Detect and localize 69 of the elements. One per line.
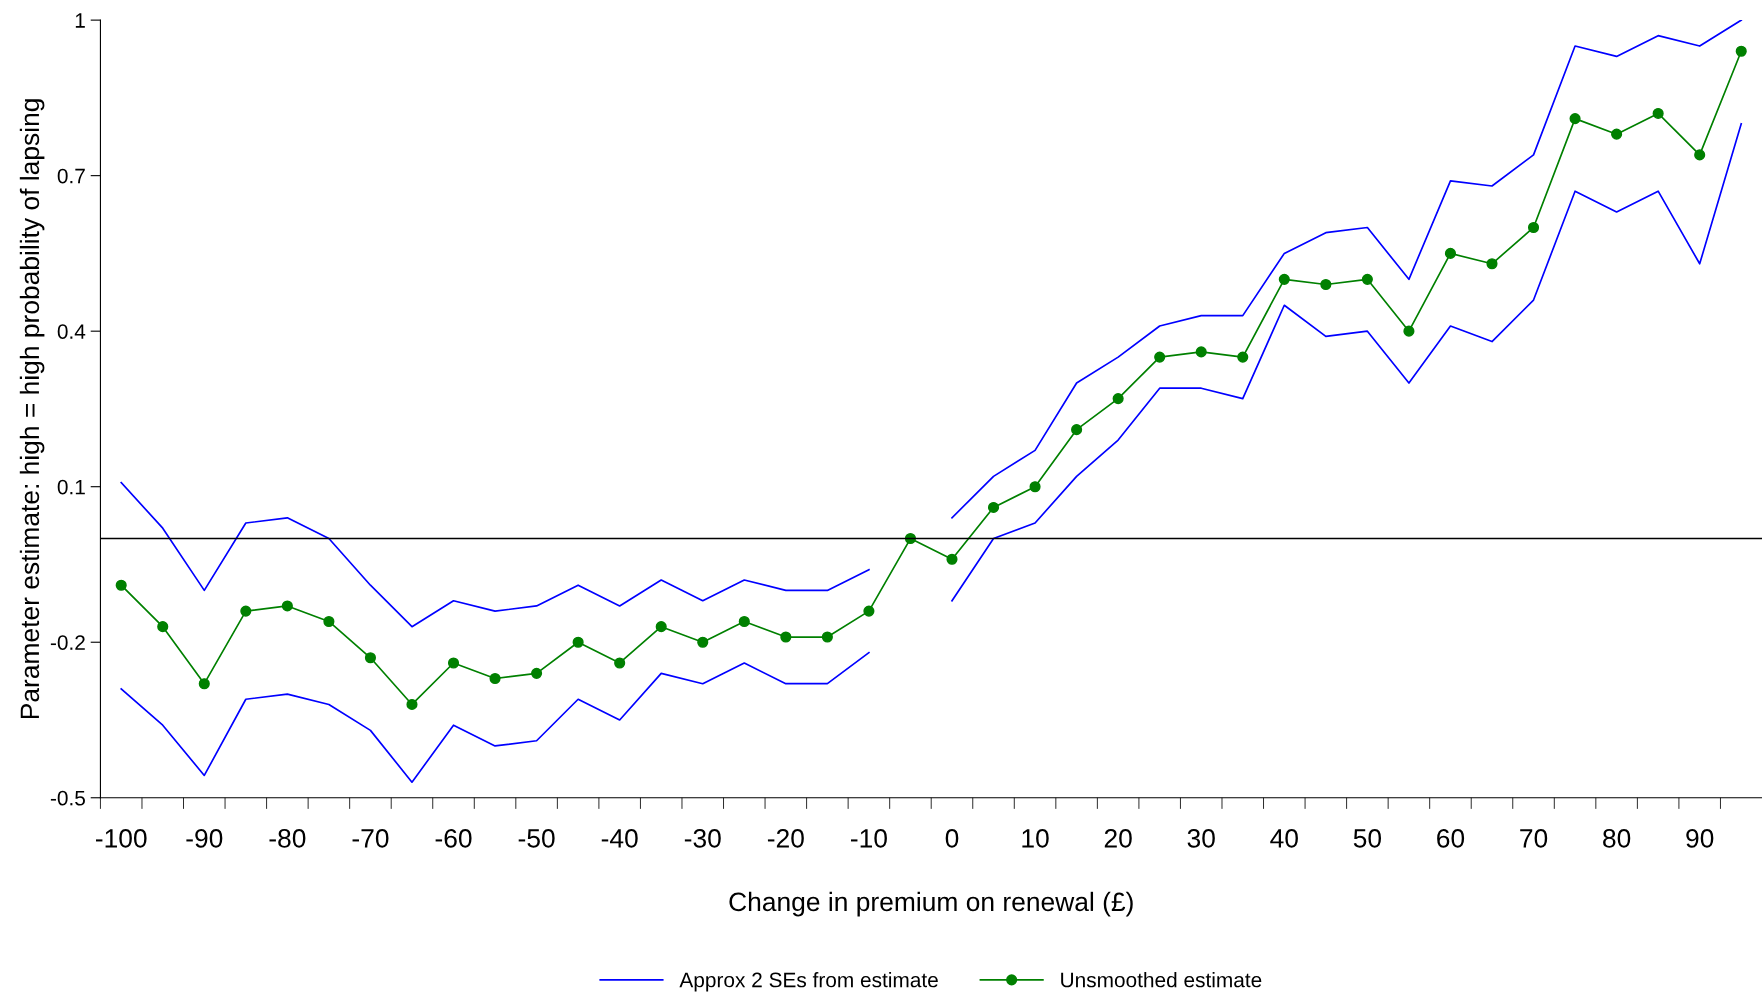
point: [1569, 113, 1581, 125]
point: [1071, 424, 1083, 436]
point: [1611, 128, 1623, 140]
x-tick-label: 70: [1520, 829, 1548, 848]
point: [738, 615, 750, 628]
point: [780, 631, 792, 643]
y-tick-label: -0.5: [50, 790, 85, 806]
y-tick-label: -0.2: [50, 635, 85, 650]
point: [364, 652, 376, 664]
x-tick-label: -30: [684, 829, 721, 848]
point: [1278, 273, 1290, 285]
point: [489, 672, 501, 685]
point: [614, 657, 626, 669]
point: [946, 553, 958, 565]
point: [1237, 351, 1249, 363]
point: [821, 631, 833, 643]
point: [1195, 346, 1207, 358]
y-tick-label: 1: [75, 13, 85, 28]
point: [1652, 107, 1664, 119]
x-tick-label: -10: [851, 829, 887, 848]
point: [1112, 393, 1124, 405]
point: [655, 621, 667, 633]
legend-label: Approx 2 SEs from estimate: [679, 972, 938, 992]
x-tick-label: -70: [352, 829, 389, 848]
x-tick-label: 50: [1353, 829, 1382, 848]
point: [157, 621, 169, 633]
x-tick-label: -80: [269, 829, 306, 848]
legend-label: Unsmoothed estimate: [1061, 972, 1262, 988]
x-tick-label: 10: [1022, 829, 1049, 848]
x-tick-label: 80: [1603, 829, 1631, 848]
point: [572, 636, 584, 648]
x-tick-label: -60: [435, 829, 472, 848]
point: [1154, 351, 1166, 363]
point: [1486, 258, 1498, 270]
point: [198, 678, 210, 690]
point: [1361, 273, 1373, 285]
x-tick-label: 30: [1187, 829, 1215, 848]
point: [1735, 45, 1747, 57]
x-tick-label: -40: [601, 829, 638, 848]
point: [281, 600, 293, 612]
point: [1444, 247, 1457, 259]
y-tick-label: 0.7: [57, 168, 85, 184]
point: [1527, 221, 1540, 234]
y-tick-label: 0.4: [57, 324, 86, 339]
point: [323, 615, 335, 628]
x-tick-label: 20: [1104, 829, 1132, 848]
x-tick-label: 60: [1437, 829, 1465, 848]
x-tick-label: -50: [518, 829, 555, 848]
x-tick-label: 90: [1686, 829, 1714, 848]
x-tick-label: -90: [186, 829, 223, 848]
point: [1029, 481, 1041, 493]
point: [697, 636, 709, 648]
point: [863, 605, 875, 617]
x-tick-label: 0: [945, 829, 959, 848]
point: [115, 579, 127, 591]
y-tick-label: 0.1: [57, 479, 85, 495]
point: [1320, 278, 1332, 291]
point: [447, 657, 460, 669]
point: [987, 501, 1000, 513]
x-tick-label: -20: [767, 829, 804, 848]
x-tick-label: 40: [1270, 829, 1298, 848]
point: [406, 698, 418, 710]
point: [531, 667, 543, 679]
point: [1694, 149, 1706, 161]
x-tick-label: -100: [95, 829, 147, 848]
y-axis-title: Parameter estimate: high = high probability of lapsing: [19, 99, 45, 719]
point: [240, 605, 252, 617]
x-axis-title: Change in premium on renewal (£): [729, 891, 1133, 917]
point: [1403, 325, 1415, 337]
